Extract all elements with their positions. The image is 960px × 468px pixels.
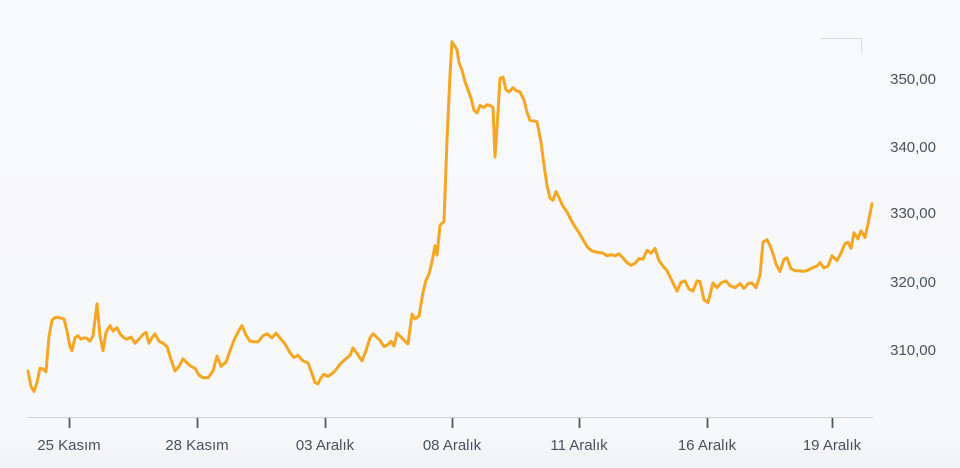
x-axis-label: 03 Aralık [296, 437, 355, 454]
y-axis-label: 330,00 [890, 205, 936, 222]
y-axis-label: 310,00 [890, 342, 936, 359]
x-axis-label: 28 Kasım [165, 437, 228, 454]
x-axis-label: 08 Aralık [423, 437, 482, 454]
x-axis-label: 25 Kasım [37, 437, 100, 454]
y-axis-label: 320,00 [890, 274, 936, 291]
x-axis-label: 16 Aralık [678, 437, 737, 454]
plot-top-border-fragment [820, 38, 862, 53]
price-series-line [26, 40, 874, 393]
y-axis-label: 340,00 [890, 139, 936, 156]
x-axis-label: 11 Aralık [550, 437, 608, 454]
x-axis-label: 19 Aralık [803, 437, 862, 454]
y-axis-label: 350,00 [890, 71, 936, 88]
